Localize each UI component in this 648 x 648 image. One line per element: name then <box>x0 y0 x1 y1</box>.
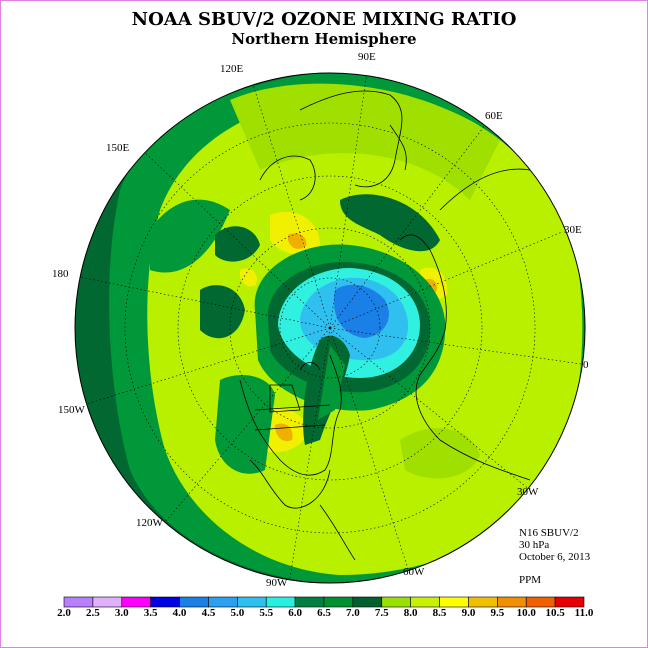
colorbar-tick-label: 8.0 <box>403 607 418 619</box>
map-title: NOAA SBUV/2 OZONE MIXING RATIO <box>131 9 517 30</box>
colorbar-tick-label: 4.0 <box>172 607 187 619</box>
lon-label-90w: 90W <box>266 577 288 589</box>
coastlines <box>239 90 566 561</box>
colorbar-tick-label: 5.0 <box>230 607 245 619</box>
colorbar-tick-label: 4.5 <box>201 607 216 619</box>
instrument-label: N16 SBUV/2 <box>519 527 579 539</box>
colorbar-tick-label: 6.5 <box>317 607 331 619</box>
colorbar-tick-label: 9.5 <box>490 607 505 619</box>
lon-label-90e: 90E <box>358 51 376 63</box>
colorbar-tick-label: 11.0 <box>574 607 594 619</box>
lon-label-30w: 30W <box>517 486 539 498</box>
lon-label-120e: 120E <box>220 63 244 75</box>
lon-label-180: 180 <box>52 268 69 280</box>
lon-label-150w: 150W <box>58 404 85 416</box>
colorbar-tick-label: 2.5 <box>86 607 100 619</box>
colorbar-tick-label: 5.5 <box>259 607 274 619</box>
pressure-level-label: 30 hPa <box>519 539 550 551</box>
colorbar-tick-label: 7.0 <box>346 607 360 619</box>
colorbar-tick-label: 7.5 <box>374 607 389 619</box>
lon-label-120w: 120W <box>136 517 163 529</box>
unit-label: PPM <box>519 574 542 586</box>
colorbar-tick-label: 10.0 <box>516 607 536 619</box>
lon-label-60w: 60W <box>403 566 425 578</box>
lon-label-30e: 30E <box>564 224 582 236</box>
date-label: October 6, 2013 <box>519 551 591 563</box>
map-boundary <box>74 72 586 584</box>
lon-label-0: 0 <box>583 359 589 371</box>
colorbar-tick-label: 6.0 <box>288 607 302 619</box>
colorbar-tick-label: 10.5 <box>545 607 565 619</box>
lon-label-150e: 150E <box>106 142 130 154</box>
colorbar-tick-label: 2.0 <box>57 607 71 619</box>
colorbar-tick-label: 8.5 <box>432 607 447 619</box>
map-subtitle: Northern Hemisphere <box>231 30 417 48</box>
lon-label-60e: 60E <box>485 110 503 122</box>
colorbar-tick-label: 9.0 <box>461 607 476 619</box>
ozone-field <box>75 73 585 583</box>
colorbar-tick-label: 3.0 <box>114 607 129 619</box>
colorbar-tick-label: 3.5 <box>143 607 158 619</box>
graticule <box>75 73 585 583</box>
